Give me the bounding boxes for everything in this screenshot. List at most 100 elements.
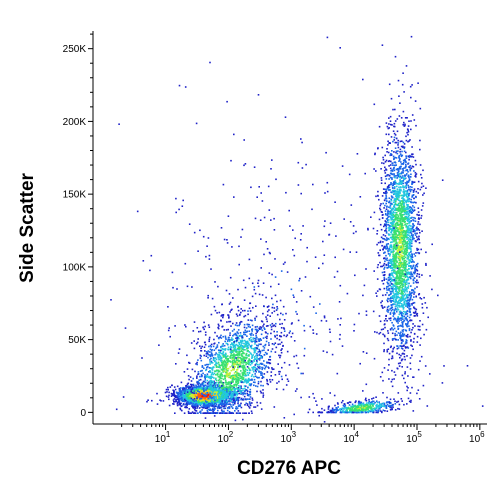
- event-dot: [202, 326, 204, 329]
- event-dot: [210, 354, 212, 356]
- event-dot: [179, 404, 181, 406]
- event-dot: [219, 374, 221, 376]
- event-dot: [176, 394, 179, 397]
- event-dot: [398, 157, 400, 159]
- event-dot: [389, 216, 392, 218]
- event-dot: [256, 369, 259, 371]
- event-dot: [393, 122, 396, 125]
- event-dot: [236, 399, 238, 401]
- event-dot: [401, 333, 404, 336]
- event-dot: [223, 396, 226, 398]
- event-dot: [221, 403, 223, 406]
- event-dot: [220, 373, 222, 376]
- event-dot: [242, 378, 245, 381]
- event-dot: [389, 205, 392, 207]
- event-dot: [206, 412, 208, 414]
- event-dot: [263, 323, 265, 326]
- event-dot: [210, 346, 212, 348]
- event-dot: [191, 385, 193, 388]
- event-dot: [245, 363, 247, 366]
- event-dot: [254, 337, 257, 340]
- event-dot: [233, 385, 235, 387]
- event-dot: [384, 188, 386, 191]
- event-dot: [193, 340, 195, 342]
- event-dot: [243, 331, 245, 334]
- event-dot: [185, 399, 187, 402]
- event-dot: [190, 385, 193, 387]
- event-dot: [223, 367, 225, 370]
- event-dot: [390, 198, 392, 201]
- event-dot: [186, 404, 188, 406]
- event-dot: [242, 392, 245, 394]
- event-dot: [393, 139, 395, 141]
- event-dot: [410, 266, 412, 268]
- event-dot: [225, 353, 227, 356]
- event-dot: [276, 306, 278, 308]
- event-dot: [196, 380, 198, 383]
- event-dot: [228, 316, 230, 318]
- event-dot: [239, 404, 242, 406]
- event-dot: [402, 335, 405, 337]
- event-dot: [232, 385, 234, 388]
- event-dot: [199, 410, 202, 413]
- event-dot: [206, 366, 208, 369]
- event-dot: [260, 380, 262, 383]
- event-dot: [185, 406, 187, 409]
- event-dot: [204, 399, 206, 401]
- event-dot: [234, 361, 236, 363]
- event-dot: [388, 364, 390, 366]
- event-dot: [406, 294, 409, 296]
- event-dot: [237, 345, 240, 347]
- event-dot: [414, 271, 416, 274]
- event-dot: [242, 352, 245, 354]
- event-dot: [234, 346, 237, 348]
- event-dot: [195, 394, 197, 396]
- event-dot: [200, 385, 202, 388]
- event-dot: [390, 225, 392, 227]
- event-dot: [389, 167, 392, 170]
- event-dot: [262, 367, 264, 369]
- event-dot: [220, 409, 223, 411]
- event-dot: [393, 174, 395, 176]
- event-dot: [395, 230, 397, 233]
- event-dot: [236, 331, 238, 333]
- event-dot: [162, 400, 165, 402]
- event-dot: [236, 324, 239, 327]
- event-dot: [216, 399, 219, 402]
- event-dot: [388, 127, 390, 129]
- event-dot: [271, 367, 273, 369]
- event-dot: [192, 393, 194, 395]
- event-dot: [241, 376, 244, 378]
- event-dot: [405, 161, 407, 164]
- event-dot: [210, 384, 213, 386]
- event-dot: [396, 238, 399, 240]
- event-dot: [218, 378, 221, 381]
- event-dot: [393, 136, 396, 139]
- event-dot: [211, 400, 213, 402]
- event-dot: [404, 347, 407, 349]
- event-dot: [406, 389, 408, 392]
- event-dot: [391, 269, 393, 272]
- event-dot: [401, 83, 404, 86]
- event-dot: [245, 340, 247, 343]
- event-dot: [187, 399, 190, 401]
- event-dot: [168, 394, 170, 397]
- event-dot: [245, 412, 248, 414]
- event-dot: [223, 344, 226, 347]
- event-dot: [224, 389, 227, 392]
- event-dot: [208, 371, 210, 373]
- event-dot: [404, 358, 406, 361]
- event-dot: [199, 398, 201, 400]
- event-dot: [229, 386, 232, 388]
- event-dot: [400, 319, 402, 321]
- event-dot: [251, 355, 253, 357]
- event-dot: [189, 376, 192, 378]
- event-dot: [176, 398, 179, 401]
- event-dot: [230, 404, 232, 406]
- event-dot: [184, 389, 187, 391]
- event-dot: [402, 141, 405, 144]
- event-dot: [237, 397, 240, 400]
- event-dot: [207, 356, 209, 359]
- event-dot: [410, 35, 413, 38]
- event-dot: [406, 340, 408, 342]
